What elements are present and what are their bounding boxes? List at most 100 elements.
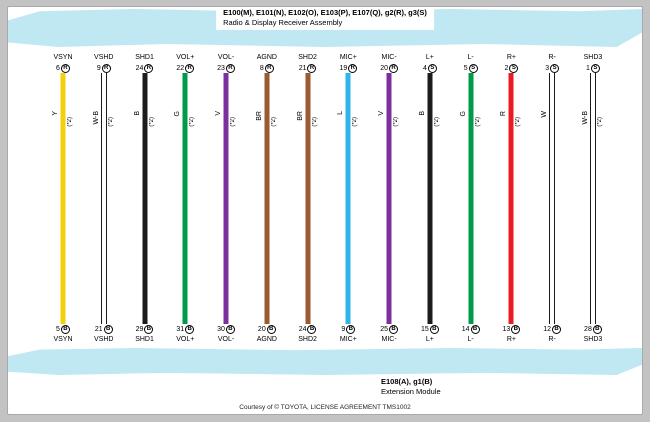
- top-signal-label: MIC-: [381, 54, 397, 61]
- top-connector-letter-icon: S: [509, 63, 519, 73]
- bottom-connector-letter-icon: B: [470, 324, 480, 334]
- bottom-connector-letter-icon: B: [389, 324, 399, 334]
- bottom-connector-letter-icon: B: [185, 324, 195, 334]
- top-pin: 20 R: [380, 63, 399, 73]
- wire-note: (*2): [596, 117, 603, 127]
- bottom-assembly-band: [8, 348, 642, 375]
- top-pin-number: 19: [339, 64, 348, 72]
- bottom-connector-letter-icon: B: [552, 324, 562, 334]
- bottom-signal-label: R-: [548, 336, 556, 343]
- top-pin-number: 21: [298, 64, 307, 72]
- bottom-pin-number: 13: [502, 325, 511, 333]
- wire-note: (*2): [230, 117, 237, 127]
- wire-column: VOL- 23 R V (*2) 30 B VOL-: [207, 53, 245, 344]
- wire-zone: G (*2): [452, 73, 490, 324]
- wire-color-code: Y: [52, 111, 59, 116]
- bottom-signal-label: SHD3: [583, 336, 603, 343]
- wire-line: [223, 73, 229, 324]
- bottom-assembly-label: E108(A), g1(B) Extension Module: [374, 376, 448, 399]
- wire-column: MIC- 20 R V (*2) 25 B MIC-: [370, 53, 408, 344]
- top-signal-label: VSHD: [94, 54, 114, 61]
- top-signal-label: AGND: [256, 54, 277, 61]
- wire-zone: V (*2): [370, 73, 408, 324]
- wire-color-code: V: [378, 111, 386, 116]
- top-signal-label: VSYN: [53, 54, 73, 61]
- bottom-pin-number: 5: [56, 325, 60, 333]
- bottom-pin-number: 15: [420, 325, 429, 333]
- top-pin-number: 8: [259, 64, 264, 72]
- top-pin: 8 R: [260, 63, 274, 73]
- wire-note: (*2): [393, 117, 400, 127]
- top-pin: 24 R: [136, 63, 154, 73]
- wire-note: (*2): [311, 117, 318, 127]
- top-pin: 6 R: [56, 63, 70, 73]
- diagram-sheet: E100(M), E101(N), E102(O), E103(P), E107…: [7, 6, 643, 415]
- bottom-signal-label: AGND: [256, 336, 277, 343]
- bottom-pin-number: 30: [217, 325, 225, 333]
- wire-color-code: G: [174, 111, 182, 117]
- top-pin-number: 22: [176, 64, 185, 72]
- wire-zone: W-B (*2): [574, 73, 612, 324]
- top-pin-number: 3: [545, 64, 550, 72]
- bottom-pin: 9 B: [341, 324, 356, 334]
- wire-zone: BR (*2): [289, 73, 327, 324]
- top-pin: 3 S: [545, 63, 560, 73]
- bottom-pin: 28 B: [584, 324, 602, 334]
- wire-line: [386, 73, 392, 324]
- wire-line: [182, 73, 188, 324]
- wire-color-code: R: [500, 111, 508, 117]
- bottom-pin: 13 B: [503, 324, 521, 334]
- bottom-assembly-connectors: E108(A), g1(B): [381, 377, 433, 386]
- wire-color-code: BR: [255, 111, 263, 121]
- wire-note: (*2): [270, 117, 277, 127]
- wire-column: SHD2 21 R BR (*2) 24 B SHD2: [289, 53, 327, 344]
- bottom-pin: 30 B: [217, 324, 235, 334]
- wire-zone: BR (*2): [248, 73, 286, 324]
- bottom-connector-letter-icon: B: [307, 324, 317, 334]
- bottom-pin-number: 9: [341, 325, 346, 333]
- wire-column: VSYN 6 R Y (*2) 5 B VSYN: [44, 53, 82, 344]
- top-signal-label: VOL-: [217, 54, 235, 61]
- bottom-signal-label: MIC+: [339, 336, 357, 343]
- bottom-signal-label: L+: [425, 336, 434, 343]
- bottom-pin-number: 31: [176, 325, 185, 333]
- top-connector-letter-icon: R: [348, 63, 358, 73]
- bottom-pin: 29 B: [136, 324, 154, 334]
- top-connector-letter-icon: S: [590, 63, 600, 73]
- bottom-pin-number: 29: [135, 325, 144, 333]
- top-pin: 5 S: [464, 63, 478, 73]
- top-pin-number: 2: [504, 64, 509, 72]
- wire-column: SHD3 1 S W-B (*2) 28 B SHD3: [574, 53, 612, 344]
- wire-zone: W: [533, 73, 571, 324]
- top-connector-letter-icon: R: [101, 63, 111, 73]
- bottom-connector-letter-icon: B: [60, 324, 70, 334]
- bottom-pin-number: 25: [380, 325, 389, 333]
- wire-line: [549, 73, 556, 324]
- top-connector-letter-icon: S: [550, 63, 560, 73]
- wire-note: (*2): [67, 117, 73, 127]
- bottom-connector-letter-icon: B: [511, 324, 521, 334]
- wire-note: (*2): [148, 117, 155, 127]
- top-signal-label: R-: [548, 54, 556, 61]
- top-pin-number: 23: [217, 64, 225, 72]
- wire-line: [264, 73, 270, 324]
- top-pin-number: 1: [586, 64, 590, 72]
- top-pin: 22 R: [176, 63, 195, 73]
- bottom-connector-letter-icon: B: [429, 324, 439, 334]
- wire-zone: V (*2): [207, 73, 245, 324]
- wire-column: R+ 2 S R (*2) 13 B R+: [492, 53, 530, 344]
- bottom-pin: 20 B: [258, 324, 276, 334]
- bottom-pin: 15 B: [421, 324, 439, 334]
- bottom-assembly-name: Extension Module: [381, 387, 441, 396]
- wire-color-code: W: [541, 111, 549, 118]
- wire-column: MIC+ 19 R L (*2) 9 B MIC+: [329, 53, 367, 344]
- top-connector-letter-icon: S: [427, 63, 437, 73]
- bottom-signal-label: VOL+: [176, 336, 195, 343]
- wire-zone: B (*2): [411, 73, 449, 324]
- bottom-pin: 24 B: [299, 324, 317, 334]
- bottom-pin: 21 B: [95, 324, 113, 334]
- wire-column: VOL+ 22 R G (*2) 31 B VOL+: [166, 53, 204, 344]
- wire-color-code: L: [337, 111, 345, 115]
- top-signal-label: L-: [467, 54, 474, 61]
- bottom-connector-letter-icon: B: [225, 324, 235, 334]
